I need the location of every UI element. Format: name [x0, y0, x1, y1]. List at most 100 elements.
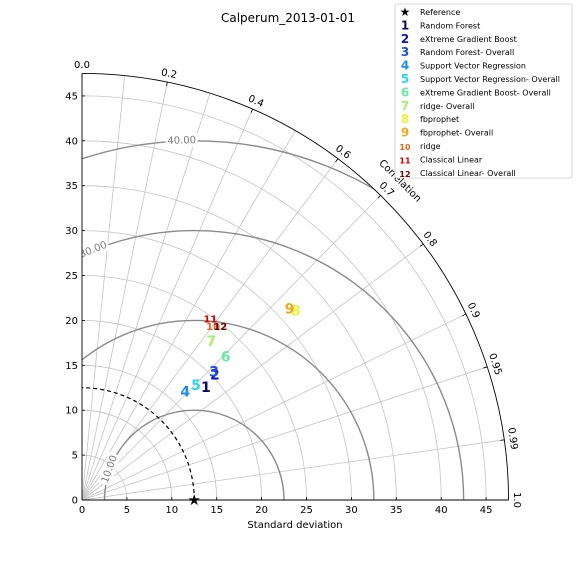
legend-marker: 1 [401, 18, 409, 32]
correlation-tick-label: 0.95 [486, 352, 503, 377]
data-point-1: 1 [201, 380, 211, 396]
legend-marker: 5 [401, 72, 409, 86]
correlation-tick [250, 108, 253, 113]
correlation-tick [377, 195, 381, 199]
chart-title: Calperum_2013-01-01 [221, 11, 355, 25]
axis-layer: 0.00.20.40.60.70.80.90.950.991.000551010… [65, 60, 522, 516]
legend-marker: 9 [401, 126, 409, 140]
correlation-tick [419, 243, 424, 247]
correlation-tick [462, 313, 467, 317]
y-tick-label: 25 [65, 271, 78, 282]
legend-marker: 12 [399, 170, 410, 179]
legend-marker: 11 [399, 156, 411, 165]
data-point-6: 6 [221, 349, 231, 365]
correlation-tick-label: 0.2 [160, 67, 178, 81]
legend-entry-label: fbprophet [420, 115, 459, 124]
data-point-9: 9 [285, 302, 295, 318]
legend-marker: 4 [401, 59, 409, 73]
std-grid-arc [81, 275, 307, 501]
rms-label-bg [165, 133, 198, 148]
legend-marker: 8 [401, 112, 409, 126]
x-axis-label: Standard deviation [247, 520, 342, 531]
legend-marker: 3 [401, 45, 409, 59]
correlation-tick-label: 0.6 [333, 143, 352, 161]
x-tick-label: 25 [300, 505, 313, 516]
legend-entry-label: Reference [420, 8, 460, 17]
rms-label-bg [82, 237, 111, 262]
legend-marker: 6 [401, 85, 409, 99]
x-tick-label: 10 [165, 505, 178, 516]
correlation-ray [81, 366, 488, 501]
legend-entry-label: Support Vector Regression [420, 62, 526, 71]
legend-entry-label: Random Forest [420, 21, 480, 30]
std-grid-arc [81, 320, 262, 501]
data-point-4: 4 [180, 384, 190, 400]
correlation-ray [81, 195, 381, 501]
x-tick-label: 15 [210, 505, 223, 516]
correlation-tick [500, 439, 505, 441]
reference-std-arc [81, 387, 195, 501]
legend-frame [394, 3, 573, 179]
rms-label-bg [97, 451, 121, 487]
x-tick-label: 40 [435, 505, 448, 516]
correlation-ray [81, 108, 253, 501]
correlation-ray [81, 81, 168, 501]
legend-entry-label: eXtreme Gradient Boost- Overall [420, 88, 551, 97]
x-tick-label: 45 [480, 505, 493, 516]
x-tick-label: 0 [79, 505, 85, 516]
y-tick-label: 45 [65, 91, 78, 102]
rms-contour [82, 229, 465, 500]
rms-contour [82, 319, 375, 500]
x-tick-label: 20 [255, 505, 268, 516]
legend: ★ Reference 1 Random Forest 2 eXtreme Gradien… [394, 3, 573, 179]
outer-boundary-arc [81, 73, 509, 501]
x-tick-label: 30 [345, 505, 358, 516]
y-tick-label: 30 [65, 226, 78, 237]
correlation-ray [81, 313, 467, 501]
correlation-tick-label: 0.0 [74, 60, 90, 71]
correlation-ray [81, 92, 211, 501]
data-point-2: 2 [210, 367, 220, 383]
correlation-ray [81, 130, 296, 501]
std-grid-arc [81, 140, 442, 501]
data-point-11: 11 [203, 315, 217, 326]
rms-contour-label: 40.00 [167, 135, 196, 147]
correlation-tick [166, 81, 168, 87]
y-tick-label: 0 [72, 496, 78, 507]
std-grid-arc [81, 185, 397, 501]
correlation-tick-label: 0.99 [505, 427, 519, 451]
legend-entry-label: Support Vector Regression- Overall [420, 75, 560, 84]
legend-entry-label: Classical Linear [420, 155, 483, 164]
data-point-8: 8 [291, 304, 301, 320]
grid-layer [81, 75, 505, 501]
correlation-ray [81, 75, 126, 501]
correlation-ray [81, 243, 424, 501]
legend-entry-label: Random Forest- Overall [420, 48, 514, 57]
rms-contour [103, 409, 285, 500]
legend-marker: 2 [401, 32, 409, 46]
data-point-5: 5 [191, 378, 201, 394]
data-point-12: 12 [213, 322, 227, 333]
legend-marker: ★ [400, 5, 411, 19]
y-tick-label: 15 [65, 361, 78, 372]
legend-marker: 10 [399, 143, 411, 152]
data-point-3: 3 [209, 365, 219, 381]
y-tick-label: 40 [65, 136, 78, 147]
x-tick-label: 5 [124, 505, 130, 516]
legend-entry-label: ridge- Overall [420, 102, 475, 111]
correlation-tick-label: 0.8 [420, 230, 438, 249]
correlation-tick-label: 1.0 [511, 492, 522, 508]
y-tick-label: 35 [65, 181, 78, 192]
std-grid-arc [81, 95, 487, 501]
correlation-ray [81, 439, 505, 501]
reference-marker: ★ [188, 491, 201, 509]
correlation-tick [335, 158, 339, 163]
std-grid-arc [81, 230, 352, 501]
data-point-7: 7 [206, 334, 216, 350]
y-tick-label: 20 [65, 316, 78, 327]
y-tick-label: 10 [65, 406, 78, 417]
x-tick-label: 35 [390, 505, 403, 516]
y-tick-label: 5 [72, 451, 78, 462]
